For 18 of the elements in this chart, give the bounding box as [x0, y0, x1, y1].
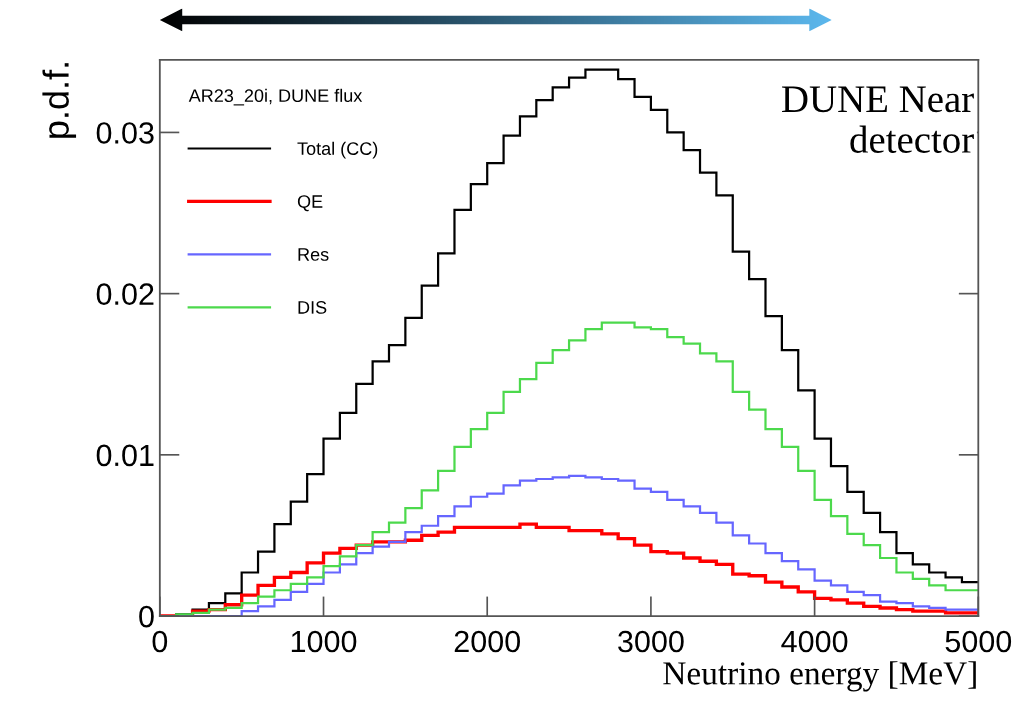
y-tick-label: 0.03	[96, 122, 154, 144]
y-axis-title: p.d.f.	[42, 63, 77, 138]
legend-label: QE	[297, 195, 323, 212]
y-tick-label: 0	[139, 605, 154, 628]
x-tick-label: 2000	[454, 630, 521, 653]
x-tick-label: 0	[152, 630, 168, 653]
x-tick-label: 4000	[781, 630, 848, 653]
legend-label: Total (CC)	[297, 141, 378, 159]
annotation: DUNE Near detector	[782, 86, 974, 153]
legend-label: Res	[298, 248, 329, 261]
legend-label: DIS	[298, 301, 327, 314]
y-tick-label: 0.02	[96, 283, 154, 305]
x-tick-label: 5000	[945, 630, 1012, 653]
x-tick-label: 1000	[291, 630, 357, 653]
y-tick-label: 0.01	[96, 444, 154, 467]
x-axis-title: Neutrino energy [MeV]	[663, 661, 976, 692]
x-tick-label: 3000	[618, 630, 684, 653]
legend-title: AR23_20i, DUNE flux	[188, 88, 363, 106]
